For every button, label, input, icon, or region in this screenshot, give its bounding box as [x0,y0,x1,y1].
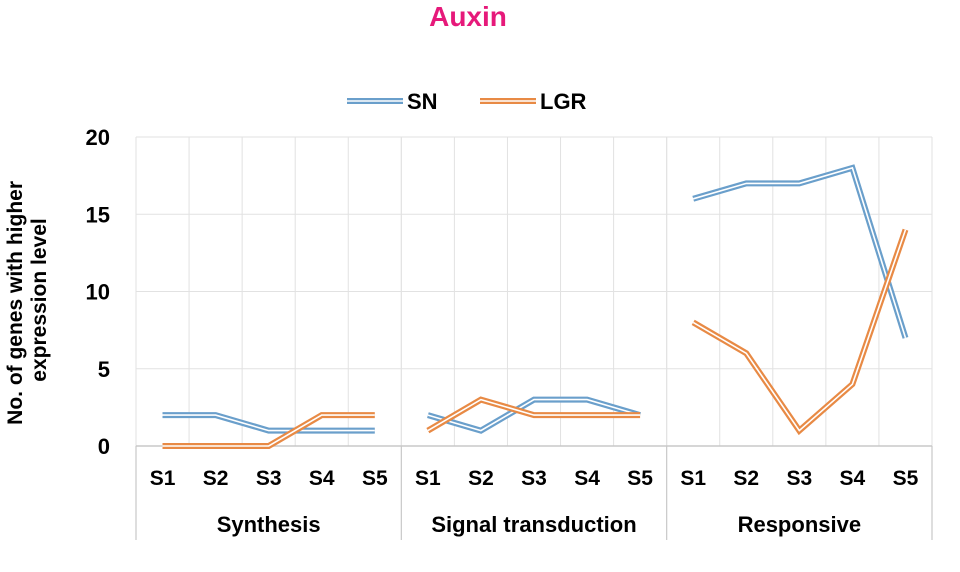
x-tick-label: S5 [893,467,919,490]
x-tick-label: S3 [256,467,282,490]
y-tick-label: 15 [86,202,110,227]
x-tick-label: S5 [362,467,388,490]
series-line-sn-core [692,166,907,339]
group-label: Signal transduction [431,512,636,537]
legend-label-lgr: LGR [540,89,587,114]
y-tick-label: 0 [98,434,110,459]
series-line-sn [692,164,909,339]
x-tick-label: S1 [415,467,441,490]
y-tick-label: 5 [98,357,110,382]
series-line-lgr-core [162,414,375,447]
series-line-lgr-core [692,229,907,432]
chart-title: Auxin [429,1,507,32]
y-axis-label-line-1: No. of genes with higher [4,181,27,425]
series-line-sn-core [162,414,375,432]
x-tick-label: S2 [203,467,229,490]
x-tick-label: S4 [840,467,866,490]
series-line-sn-core [427,398,641,432]
y-tick-label: 20 [86,125,110,150]
y-tick-label: 10 [86,280,110,305]
x-tick-label: S5 [627,467,653,490]
x-tick-label: S2 [468,467,494,490]
group-label: Synthesis [217,512,321,537]
x-tick-label: S3 [521,467,547,490]
group-labels: Synthesis Signal transduction Responsive [217,512,861,537]
x-tick-label: S4 [574,467,600,490]
series-lines [162,164,909,449]
y-axis-label: No. of genes with higher expression leve… [4,175,51,425]
x-tick-label: S3 [786,467,812,490]
x-tick-label: S1 [150,467,176,490]
x-tick-label: S4 [309,467,335,490]
series-line-lgr-core [427,398,641,432]
x-tick-label: S2 [733,467,759,490]
legend: SN LGR [347,89,587,114]
y-tick-labels: 0 5 10 15 20 [86,125,110,459]
y-axis-label-line-2: expression level [28,218,51,381]
legend-label-sn: SN [407,89,438,114]
series-line-lgr [691,228,909,436]
group-label: Responsive [738,512,862,537]
x-tick-labels: S1 S2 S3 S4 S5 S1 S2 S3 S4 S5 S1 S2 S3 S4 S5 [150,467,919,490]
x-tick-label: S1 [680,467,706,490]
